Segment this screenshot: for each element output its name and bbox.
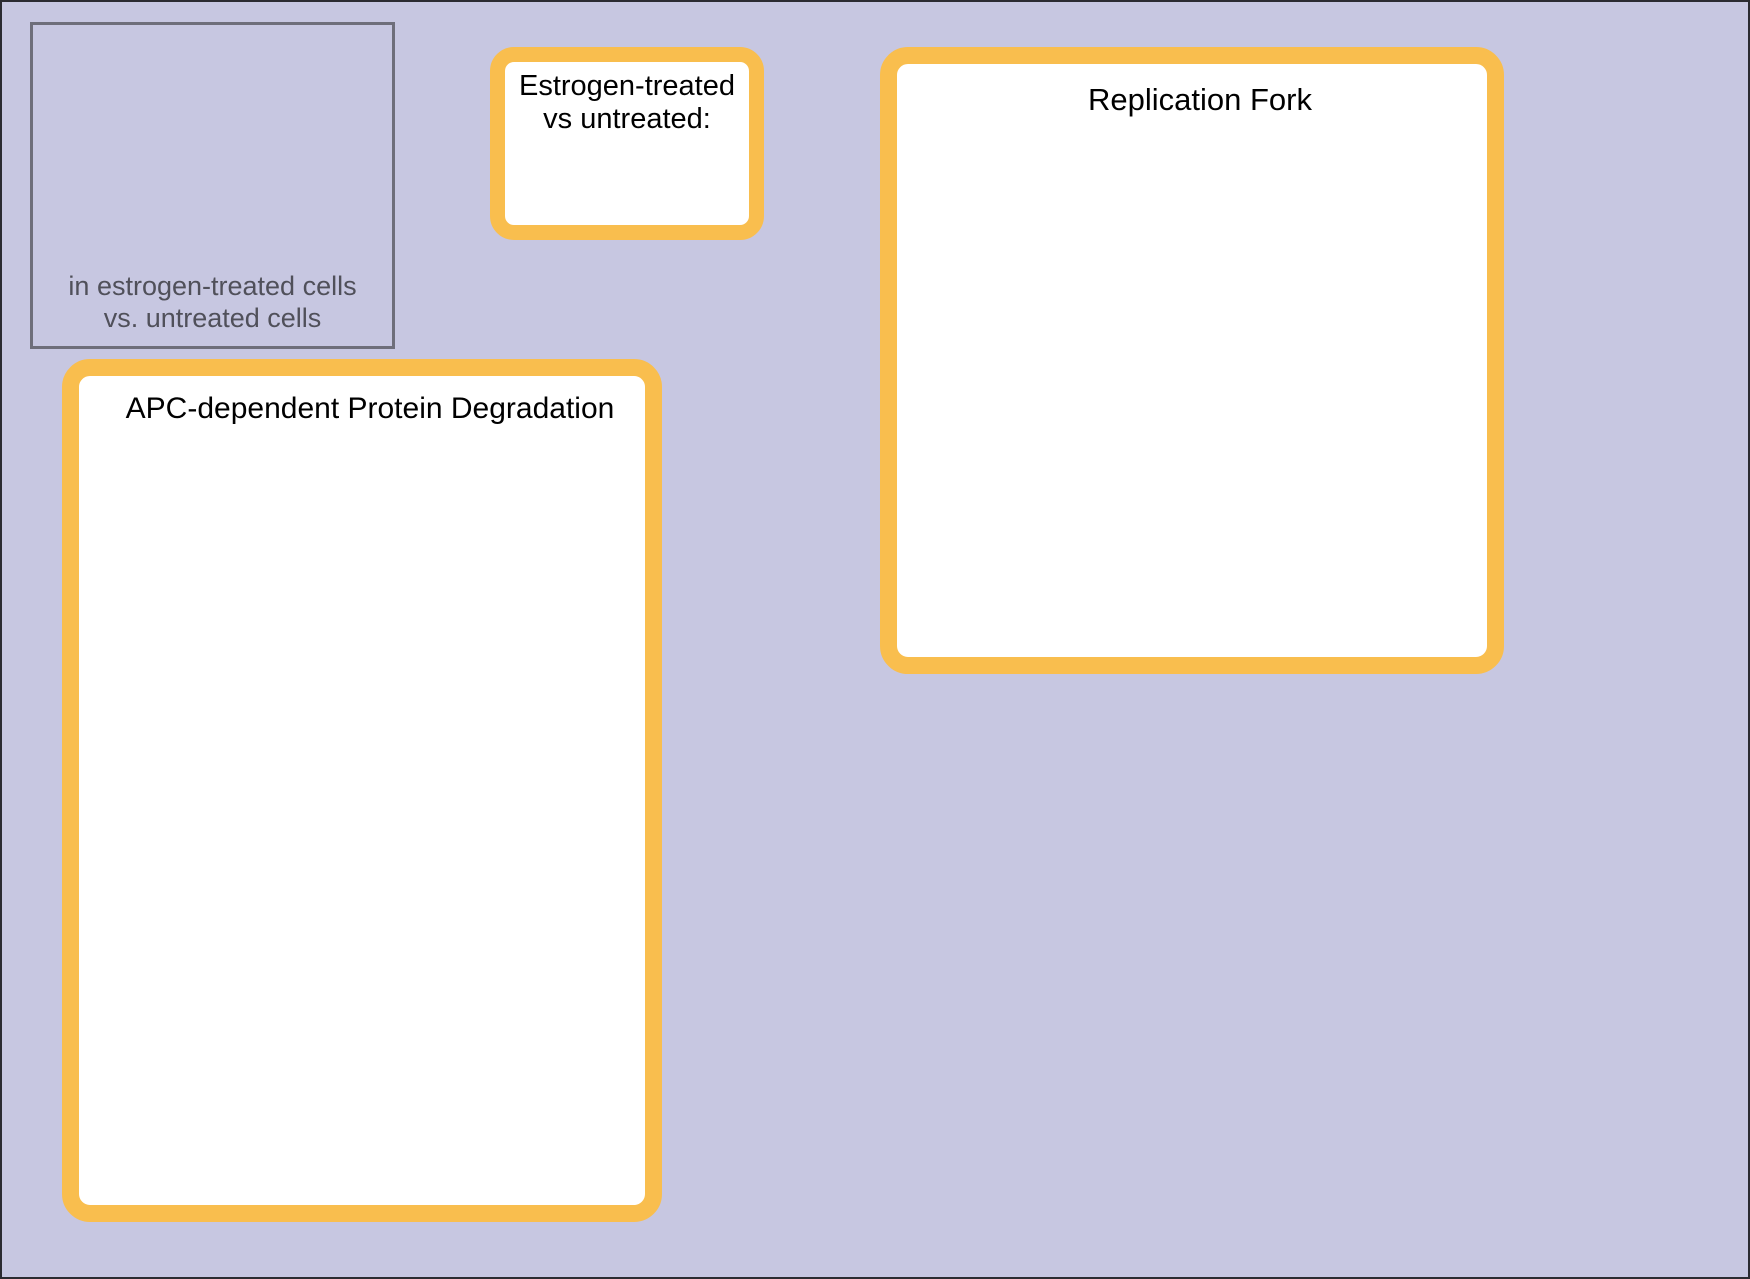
apc-panel-title: APC-dependent Protein Degradation [125,392,615,425]
gradient-legend-footer-2: vs. untreated cells [103,303,322,333]
color-scale-legend: in estrogen-treated cells vs. untreated … [30,22,395,349]
apc-panel [62,359,662,1222]
replication-fork-panel [880,47,1504,674]
updown-legend-title-1: Estrogen-treated [518,70,735,102]
replication-fork-panel-title: Replication Fork [1088,82,1312,117]
updown-legend: Estrogen-treated vs untreated: [490,47,764,240]
gradient-legend-footer-1: in estrogen-treated cells [68,271,357,301]
updown-legend-title-2: vs untreated: [543,103,711,135]
